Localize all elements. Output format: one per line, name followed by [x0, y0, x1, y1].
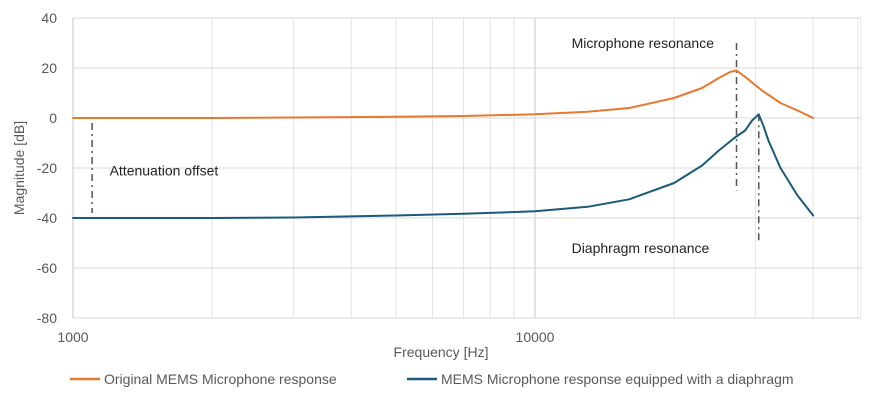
legend-label-1: Original MEMS Microphone response: [104, 371, 337, 387]
series-line-1: [72, 69, 815, 119]
y-tick-label: -60: [37, 260, 57, 276]
legend-label-2: MEMS Microphone response equipped with a…: [441, 371, 794, 387]
x-tick-label: 1000: [57, 329, 88, 345]
annotations: Microphone resonance Diaphragm resonance A…: [91, 35, 760, 256]
y-tick-label: -20: [37, 160, 57, 176]
y-axis-label: Magnitude [dB]: [11, 121, 27, 215]
series-lines: [72, 69, 815, 219]
x-axis-label: Frequency [Hz]: [394, 344, 489, 360]
x-tick-label: 10000: [516, 329, 555, 345]
y-tick-label: -80: [37, 310, 57, 326]
legend: Original MEMS Microphone response MEMS Mi…: [70, 371, 794, 387]
y-tick-label: -40: [37, 210, 57, 226]
grid-lines: [72, 17, 862, 319]
y-tick-label: 40: [41, 10, 57, 26]
annotation-label: Attenuation offset: [110, 163, 219, 179]
annotation-label: Diaphragm resonance: [572, 240, 710, 256]
series-line-2: [72, 113, 815, 219]
annotation-label: Microphone resonance: [572, 35, 715, 51]
y-tick-label: 20: [41, 60, 57, 76]
y-tick-label: 0: [49, 110, 57, 126]
